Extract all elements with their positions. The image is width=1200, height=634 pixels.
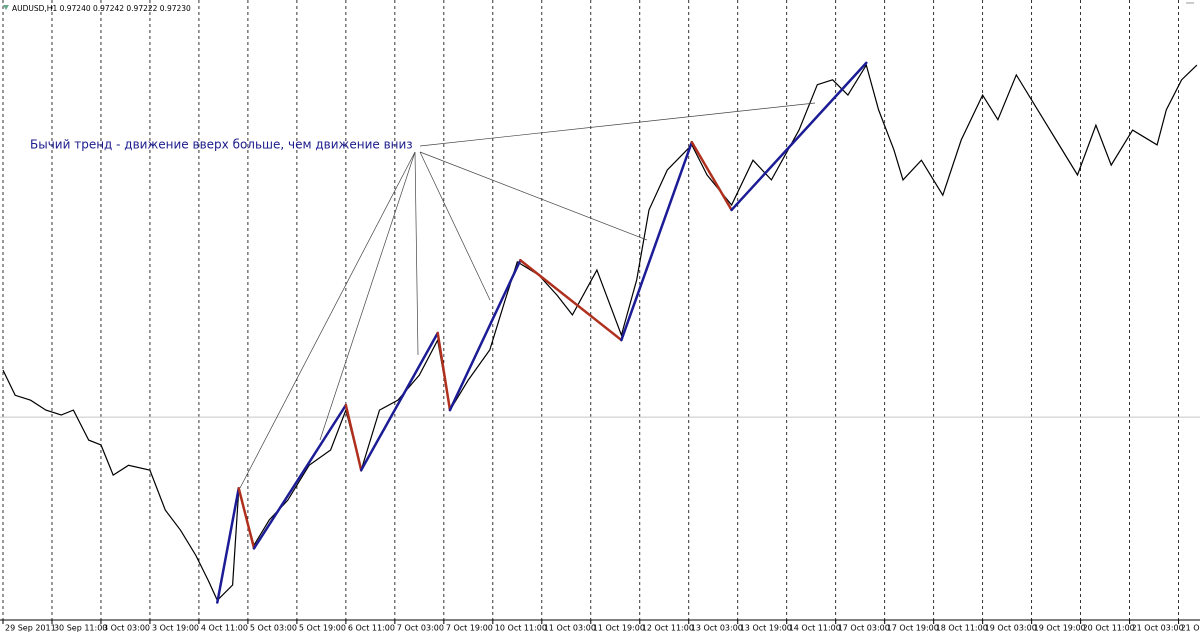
x-tick-label: 21 Oct 03:00 (1132, 624, 1184, 633)
pointer-line (419, 151, 648, 241)
up-move (620, 140, 694, 342)
x-tick-label: 3 Oct 03:00 (103, 624, 150, 633)
x-tick-label: 17 Oct 03:00 (838, 624, 890, 633)
pointer-line (239, 151, 416, 489)
x-tick-label: 13 Oct 03:00 (691, 624, 743, 633)
x-tick-label: 29 Sep 2011 (5, 624, 56, 633)
down-move (237, 486, 256, 550)
plot (2, 61, 1198, 604)
up-move (448, 258, 522, 412)
annotation: Бычий тренд - движение вверх больше, чем… (30, 138, 413, 152)
x-tick-label: 18 Oct 11:00 (936, 624, 988, 633)
up-move (730, 61, 868, 212)
x-tick-label: 11 Oct 03:00 (544, 624, 596, 633)
pointer-line (419, 151, 491, 301)
up-move (359, 331, 439, 472)
x-tick-label: 7 Oct 03:00 (397, 624, 444, 633)
up-move (216, 486, 240, 604)
x-tick-label: 5 Oct 03:00 (250, 624, 297, 633)
x-tick-label: 12 Oct 11:00 (642, 624, 694, 633)
x-tick-label: 30 Sep 11:00 (54, 624, 107, 633)
x-tick-label: 17 Oct 19:00 (887, 624, 939, 633)
pointer-line (414, 151, 419, 356)
x-tick-label: 19 Oct 03:00 (985, 624, 1037, 633)
x-tick-label: 13 Oct 19:00 (740, 624, 792, 633)
x-tick-label: 7 Oct 19:00 (446, 624, 493, 633)
up-move (252, 403, 348, 550)
chart-title: AUDUSD,H1 0.97240 0.97242 0.97222 0.9723… (12, 4, 191, 13)
annotation-pointers (239, 102, 816, 489)
x-tick-label: 10 Oct 11:00 (495, 624, 547, 633)
x-tick-label: 20 Oct 11:00 (1083, 624, 1135, 633)
price-line (2, 63, 1198, 602)
x-tick-label: 6 Oct 11:00 (348, 624, 395, 633)
pointer-line (419, 102, 816, 147)
x-tick-label: 5 Oct 19:00 (299, 624, 346, 633)
x-tick-label: 11 Oct 19:00 (593, 624, 645, 633)
down-move (436, 331, 452, 412)
down-move (690, 140, 733, 212)
pointer-line (319, 151, 416, 441)
x-tick-label: 4 Oct 11:00 (201, 624, 248, 633)
down-move (519, 258, 623, 342)
x-tick-label: 21 Oct (1181, 624, 1200, 633)
x-tick-label: 3 Oct 19:00 (152, 624, 199, 633)
x-tick-label: 14 Oct 11:00 (789, 624, 841, 633)
icon (3, 5, 9, 10)
down-move (344, 403, 363, 472)
x-tick-label: 19 Oct 19:00 (1034, 624, 1086, 633)
